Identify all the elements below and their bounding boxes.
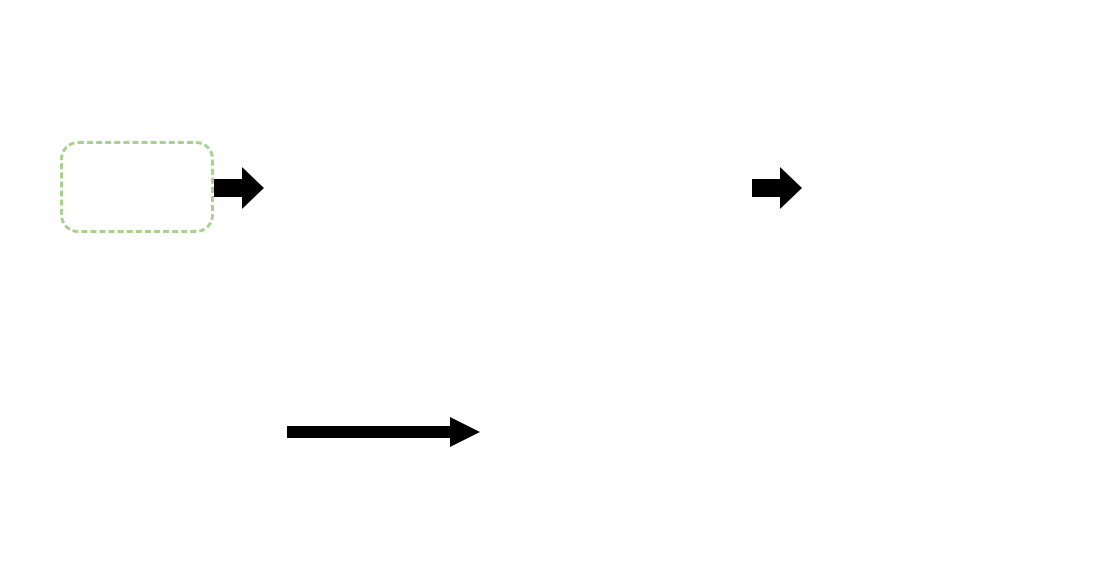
flow-arrow-right-icon bbox=[752, 165, 804, 216]
flash-drought-box bbox=[60, 141, 214, 233]
flow-arrow-right-icon bbox=[214, 165, 266, 216]
flow-arrow-right-long-icon bbox=[287, 415, 482, 454]
